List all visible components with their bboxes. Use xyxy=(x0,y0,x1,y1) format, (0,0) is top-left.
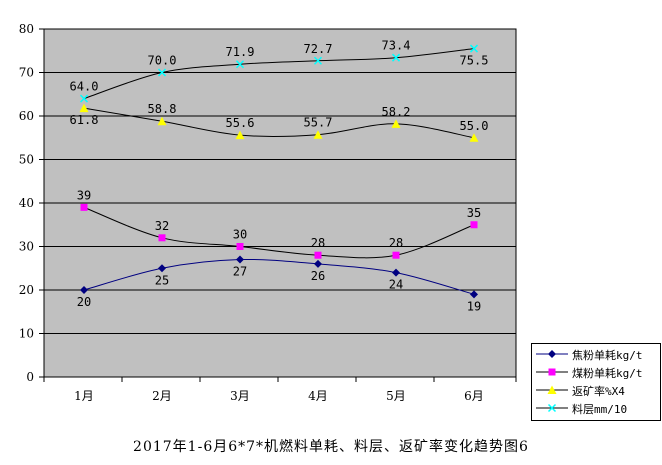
data-label: 55.0 xyxy=(460,119,489,133)
gridlines xyxy=(44,72,516,334)
data-label: 73.4 xyxy=(382,39,411,53)
legend-marker-triangle xyxy=(536,385,568,394)
series-line xyxy=(83,206,475,259)
data-point-diamond xyxy=(392,268,400,277)
x-tick-label: 5月 xyxy=(386,389,406,403)
data-label: 20 xyxy=(77,295,91,309)
y-tick-label: 80 xyxy=(19,22,34,36)
y-axis: 0 10 20 30 40 50 60 70 80 xyxy=(19,22,44,384)
data-point-square xyxy=(236,243,244,250)
data-point-triangle xyxy=(79,103,89,113)
data-label: 70.0 xyxy=(148,54,177,68)
data-label: 75.5 xyxy=(460,54,489,68)
data-label: 27 xyxy=(233,265,247,279)
chart-title: 2017年1-6月6*7*机燃料单耗、料层、返矿率变化趋势图6 xyxy=(133,439,529,455)
series-line xyxy=(83,258,475,295)
data-label: 71.9 xyxy=(226,45,255,59)
data-label: 32 xyxy=(155,219,169,233)
data-point-x xyxy=(79,94,89,103)
data-label: 30 xyxy=(233,228,247,242)
data-label: 24 xyxy=(389,278,403,292)
data-label: 58.8 xyxy=(148,102,177,116)
x-tick-label: 1月 xyxy=(74,389,94,403)
legend-marker-diamond xyxy=(536,350,568,358)
data-point-triangle xyxy=(235,130,245,140)
data-point-diamond xyxy=(314,259,322,268)
x-tick-label: 4月 xyxy=(308,389,328,403)
y-tick-label: 50 xyxy=(19,153,34,167)
data-label: 28 xyxy=(311,236,325,250)
series-group xyxy=(79,44,479,299)
data-label: 72.7 xyxy=(304,42,333,56)
legend-item-coal: 煤粉单耗kg/t xyxy=(532,363,660,381)
data-label: 58.2 xyxy=(382,105,411,119)
legend-label-layer: 料层mm/10 xyxy=(572,403,628,416)
series-line xyxy=(83,48,475,100)
x-tick-label: 2月 xyxy=(152,389,172,403)
data-label: 35 xyxy=(467,206,481,220)
data-point-triangle xyxy=(313,130,323,139)
data-label: 61.8 xyxy=(70,113,99,127)
data-label: 19 xyxy=(467,299,481,313)
data-point-diamond xyxy=(158,264,166,273)
legend-item-coke: 焦粉单耗kg/t xyxy=(532,345,660,363)
data-point-x xyxy=(235,60,245,69)
data-label: 55.6 xyxy=(226,116,255,130)
data-point-x xyxy=(157,68,167,77)
y-tick-label: 40 xyxy=(19,196,34,210)
data-point-diamond xyxy=(80,286,88,294)
data-label: 28 xyxy=(389,236,403,250)
legend-marker-x xyxy=(536,403,568,413)
y-tick-label: 30 xyxy=(19,240,34,254)
data-point-triangle xyxy=(469,133,479,142)
data-label: 39 xyxy=(77,188,91,202)
data-point-triangle xyxy=(157,116,167,126)
data-point-diamond xyxy=(236,255,244,264)
data-point-x xyxy=(391,53,401,62)
data-labels: 20 25 27 26 24 19 39 32 30 28 28 35 61.8 58.8 55.6 55.7… xyxy=(70,39,489,314)
legend-label-coke: 焦粉单耗kg/t xyxy=(572,349,643,362)
y-tick-label: 20 xyxy=(19,283,34,297)
data-point-triangle xyxy=(391,119,401,128)
data-label: 26 xyxy=(311,269,325,283)
data-point-square xyxy=(392,251,400,259)
legend-label-return: 返矿率%X4 xyxy=(572,385,625,398)
data-point-x xyxy=(313,56,323,65)
data-point-diamond xyxy=(470,290,478,299)
legend: 焦粉单耗kg/t 煤粉单耗kg/t 返矿率%X4 料层mm/10 xyxy=(531,343,661,421)
y-tick-label: 10 xyxy=(19,327,34,341)
series-line xyxy=(83,107,475,139)
legend-item-layer: 料层mm/10 xyxy=(532,399,660,417)
legend-marker-square xyxy=(536,368,568,376)
data-point-square xyxy=(470,221,478,229)
data-point-square xyxy=(80,203,88,211)
data-point-square xyxy=(158,234,166,242)
data-label: 64.0 xyxy=(70,80,99,94)
legend-label-coal: 煤粉单耗kg/t xyxy=(572,367,643,380)
x-tick-label: 3月 xyxy=(230,389,250,403)
y-tick-label: 70 xyxy=(19,66,34,80)
y-tick-label: 0 xyxy=(26,370,34,384)
legend-item-return: 返矿率%X4 xyxy=(532,381,660,399)
data-point-x xyxy=(469,44,479,53)
data-label: 55.7 xyxy=(304,116,333,130)
data-label: 25 xyxy=(155,273,169,287)
data-point-square xyxy=(314,251,322,259)
y-tick-label: 60 xyxy=(19,109,34,123)
x-tick-label: 6月 xyxy=(464,389,484,403)
x-axis: 1月 2月 3月 4月 5月 6月 xyxy=(43,377,517,403)
